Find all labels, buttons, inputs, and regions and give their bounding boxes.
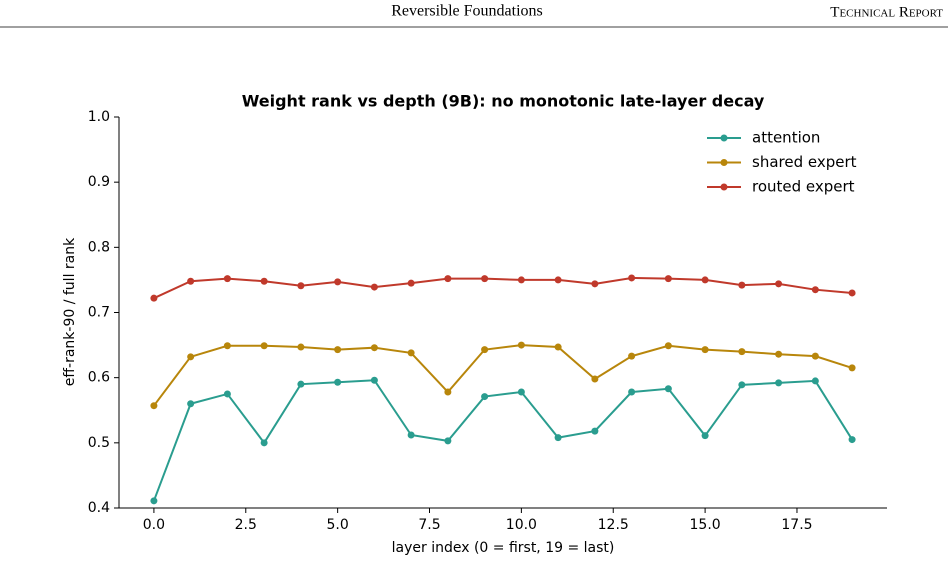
series-line [153,344,853,407]
point [554,434,562,442]
point [628,352,636,360]
point [517,388,525,396]
point [811,377,819,385]
point [260,277,268,285]
x-tick-label: 10.0 [506,517,537,533]
point [187,400,195,408]
point [150,497,158,505]
point [334,346,342,354]
point [370,344,378,352]
legend-label: routed expert [752,178,855,196]
point [554,276,562,284]
y-tick-label: 0.5 [88,435,110,451]
point [775,379,783,387]
x-tick-label: 2.5 [235,517,257,533]
point [738,281,746,289]
point [407,279,415,287]
legend-label: shared expert [752,153,857,171]
y-tick-label: 1.0 [88,109,110,125]
series-line [153,276,853,300]
y-tick-label: 0.4 [88,500,110,516]
y-tick-label: 0.6 [88,370,110,386]
point [517,341,525,349]
point [591,375,599,383]
point [701,346,709,354]
point [848,436,856,444]
y-tick-label: 0.7 [88,305,110,321]
point [187,277,195,285]
point [334,278,342,286]
point [701,432,709,440]
point [848,289,856,297]
y-tick-label: 0.9 [88,174,110,190]
point [407,431,415,439]
point [260,439,268,447]
point [591,280,599,288]
legend-marker [720,134,728,142]
point [444,388,452,396]
point [481,393,489,401]
x-tick-label: 0.0 [143,517,165,533]
running-title: Reversible Foundations [391,3,543,20]
point [738,348,746,356]
point [481,346,489,354]
point [223,342,231,350]
point [223,275,231,283]
point [848,364,856,372]
point [664,342,672,350]
x-tick-label: 15.0 [690,517,721,533]
point [297,282,305,290]
point [260,342,268,350]
point [628,274,636,282]
series-line [152,379,853,502]
point [297,380,305,388]
point [187,353,195,361]
legend-label: attention [752,129,820,147]
x-tick-label: 12.5 [598,517,629,533]
chart-title: Weight rank vs depth (9B): no monotonic … [242,92,765,111]
point [664,275,672,283]
point [481,275,489,283]
point [297,343,305,351]
point [517,276,525,284]
x-tick-label: 5.0 [327,517,349,533]
point [701,276,709,284]
point [664,385,672,393]
point [811,286,819,294]
point [223,390,231,398]
point [150,294,158,302]
legend-marker [720,183,728,191]
point [591,427,599,435]
x-tick-label: 17.5 [781,517,812,533]
x-tick-label: 7.5 [418,517,440,533]
y-axis-label: eff-rank-90 / full rank [62,237,78,386]
point [444,437,452,445]
point [150,402,158,410]
point [775,280,783,288]
point [811,352,819,360]
report-tag: Technical Report [830,4,943,20]
point [370,283,378,291]
point [554,343,562,351]
point [775,350,783,358]
point [628,388,636,396]
point [738,381,746,389]
point [444,275,452,283]
x-axis-label: layer index (0 = first, 19 = last) [392,540,615,556]
point [334,378,342,386]
point [407,349,415,357]
legend-marker [720,159,728,166]
point [370,376,378,384]
y-tick-label: 0.8 [88,239,110,255]
